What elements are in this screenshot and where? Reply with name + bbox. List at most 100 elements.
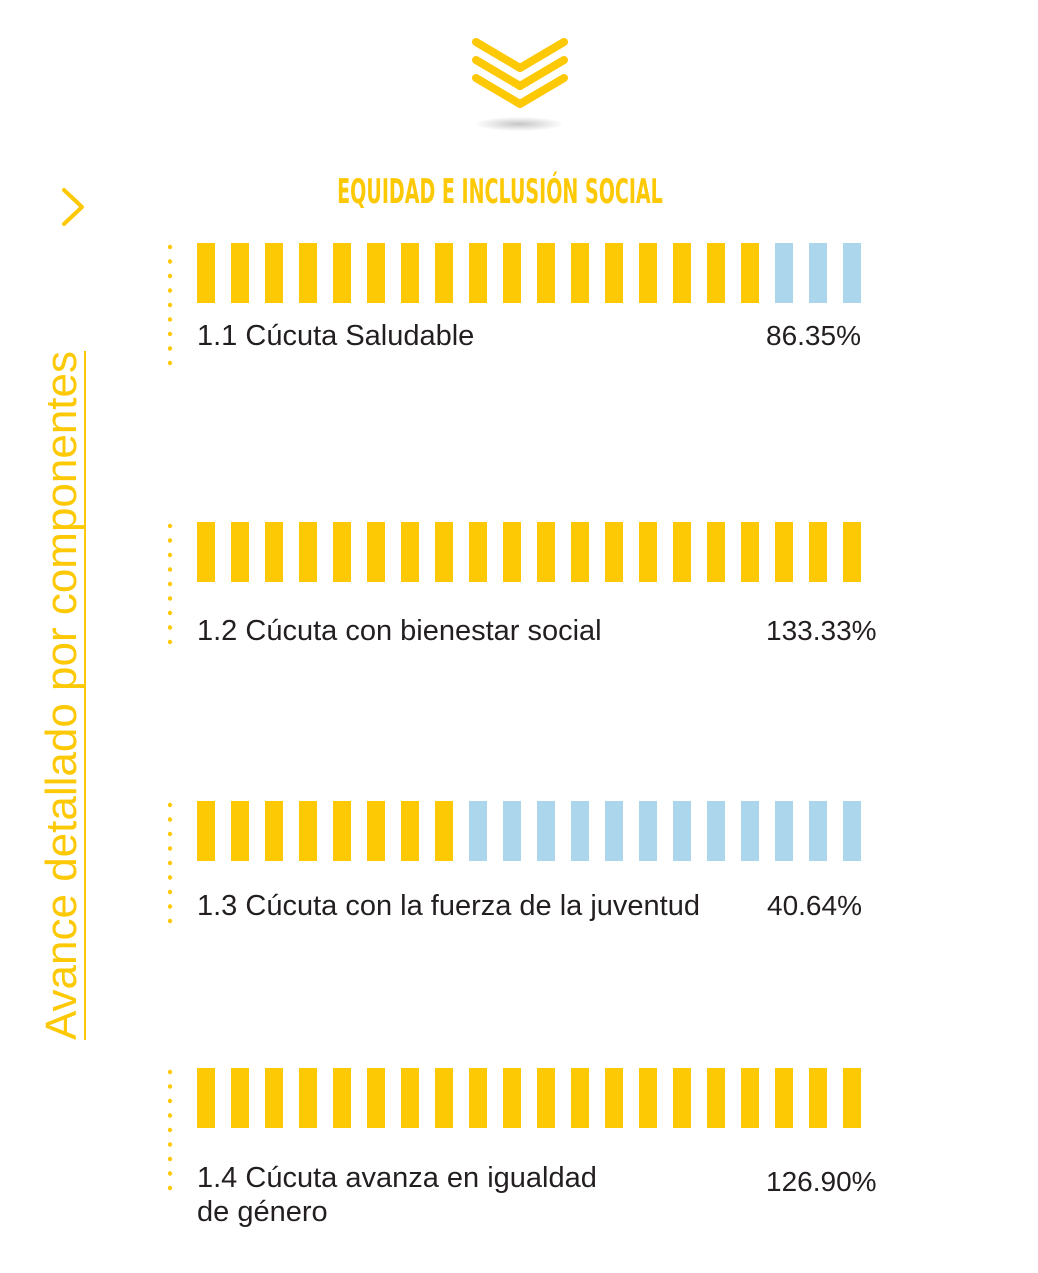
progress-bar	[197, 522, 861, 582]
divider-dot	[167, 831, 173, 837]
divider-dot	[167, 625, 173, 630]
bar-segment-filled	[401, 1068, 419, 1128]
divider-dot	[167, 259, 173, 264]
bar-segment-filled	[435, 1068, 453, 1128]
bar-segment-filled	[503, 522, 521, 582]
bar-segment-filled	[231, 243, 249, 303]
bar-segment-filled	[197, 243, 215, 303]
bar-segment-filled	[605, 1068, 623, 1128]
bar-segment-empty	[775, 801, 793, 861]
divider-dot	[167, 639, 173, 645]
divider-dot	[167, 288, 173, 293]
bar-segment-filled	[469, 243, 487, 303]
bar-segment-empty	[843, 243, 861, 303]
bar-segment-empty	[741, 801, 759, 861]
divider-dot	[167, 567, 173, 572]
bar-segment-empty	[537, 801, 555, 861]
bar-segment-filled	[367, 1068, 385, 1128]
bar-segment-empty	[775, 243, 793, 303]
bar-segment-empty	[605, 801, 623, 861]
bar-segment-filled	[299, 522, 317, 582]
divider-dot	[167, 331, 173, 337]
bar-segment-filled	[809, 522, 827, 582]
chevron-right-icon	[62, 188, 84, 226]
progress-bar	[197, 1068, 861, 1128]
bar-segment-filled	[843, 1068, 861, 1128]
divider-dot	[167, 1084, 173, 1089]
component-value: 126.90%	[766, 1166, 877, 1197]
bar-segment-filled	[401, 801, 419, 861]
bar-segment-filled	[299, 801, 317, 861]
bar-segment-empty	[571, 801, 589, 861]
component-2: 1.2 Cúcuta con bienestar social 133.33%	[160, 522, 920, 652]
component-value: 133.33%	[766, 615, 877, 646]
bar-segment-empty	[809, 243, 827, 303]
divider-dot	[167, 360, 173, 366]
bar-segment-filled	[367, 801, 385, 861]
divider-dot	[167, 1171, 173, 1176]
bar-segment-filled	[265, 1068, 283, 1128]
bar-segment-filled	[775, 522, 793, 582]
bar-segment-filled	[605, 522, 623, 582]
bar-segment-filled	[231, 522, 249, 582]
bar-segment-filled	[333, 243, 351, 303]
divider-dot	[167, 552, 173, 558]
bar-segment-filled	[197, 522, 215, 582]
progress-bar	[197, 243, 861, 303]
bar-segment-filled	[197, 801, 215, 861]
bar-segment-filled	[299, 243, 317, 303]
bar-segment-filled	[469, 522, 487, 582]
bar-segment-filled	[741, 243, 759, 303]
triple-chevron-down-icon	[472, 38, 568, 108]
bar-segment-filled	[401, 243, 419, 303]
bar-segment-empty	[707, 801, 725, 861]
bar-segment-filled	[333, 801, 351, 861]
divider-dot	[167, 610, 173, 616]
divider-dot	[167, 317, 173, 322]
bar-segment-empty	[843, 801, 861, 861]
component-value: 86.35%	[766, 320, 861, 351]
divider-dot	[167, 1098, 173, 1104]
bar-segment-filled	[673, 1068, 691, 1128]
bar-segment-filled	[843, 522, 861, 582]
divider-dot	[167, 860, 173, 866]
divider-dot	[167, 875, 173, 880]
component-label: 1.1 Cúcuta Saludable	[197, 320, 475, 352]
bar-segment-filled	[605, 243, 623, 303]
bar-segment-filled	[367, 522, 385, 582]
bar-segment-filled	[503, 1068, 521, 1128]
component-label: 1.4 Cúcuta avanza en igualdad de género	[197, 1162, 597, 1228]
bar-segment-empty	[639, 801, 657, 861]
bar-segment-filled	[707, 243, 725, 303]
bar-segment-filled	[503, 243, 521, 303]
bar-segment-filled	[435, 801, 453, 861]
bar-segment-filled	[435, 522, 453, 582]
divider-dot	[167, 904, 173, 909]
divider-dot	[167, 1185, 173, 1191]
divider-dot	[167, 1142, 173, 1147]
bar-segment-filled	[639, 243, 657, 303]
bar-segment-filled	[333, 1068, 351, 1128]
dotted-divider	[167, 523, 173, 645]
bar-segment-filled	[231, 1068, 249, 1128]
divider-dot	[167, 1069, 173, 1075]
divider-dot	[167, 889, 173, 895]
bar-segment-filled	[673, 522, 691, 582]
bar-segment-filled	[401, 522, 419, 582]
divider-dot	[167, 523, 173, 529]
divider-dot	[167, 1127, 173, 1133]
bar-segment-filled	[435, 243, 453, 303]
bar-segment-filled	[197, 1068, 215, 1128]
divider-dot	[167, 1156, 173, 1162]
bar-segment-filled	[367, 243, 385, 303]
bar-segment-empty	[503, 801, 521, 861]
divider-dot	[167, 302, 173, 308]
bar-segment-filled	[333, 522, 351, 582]
divider-dot	[167, 346, 173, 351]
divider-dot	[167, 1113, 173, 1118]
bar-segment-filled	[571, 1068, 589, 1128]
divider-dot	[167, 918, 173, 924]
divider-dot	[167, 538, 173, 543]
bar-segment-empty	[469, 801, 487, 861]
divider-dot	[167, 581, 173, 587]
